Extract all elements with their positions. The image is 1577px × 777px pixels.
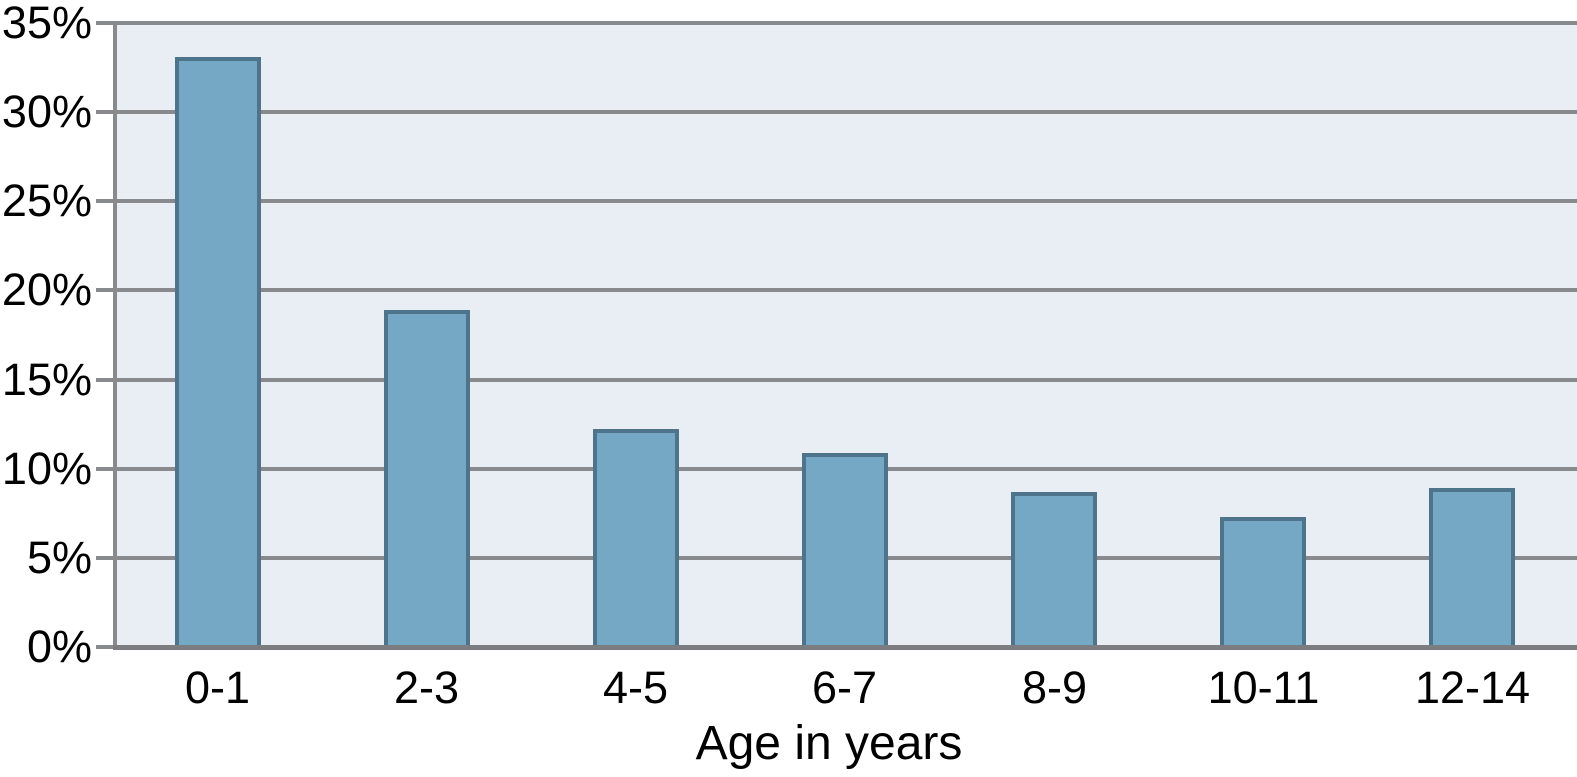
x-axis-label: 2-3 <box>393 662 460 713</box>
y-axis-tick <box>96 466 114 471</box>
gridline-30 <box>113 110 1577 115</box>
x-axis-label: 6-7 <box>811 662 878 713</box>
y-axis-label: 25% <box>1 175 92 227</box>
gridline-20 <box>113 288 1577 293</box>
x-axis-label: 4-5 <box>602 662 669 713</box>
y-axis-tick <box>96 21 114 25</box>
bar-10-11 <box>1220 517 1306 647</box>
y-axis-tick <box>96 555 114 560</box>
y-axis-label: 35% <box>1 0 92 48</box>
gridline-35 <box>113 21 1577 25</box>
bar-8-9 <box>1011 492 1097 647</box>
plot-area <box>113 21 1577 650</box>
y-axis-tick <box>96 199 114 204</box>
y-axis-label: 30% <box>1 86 92 138</box>
y-axis-tick <box>96 110 114 115</box>
y-axis-tick <box>96 645 114 649</box>
bar-12-14 <box>1429 488 1515 647</box>
y-axis-label: 10% <box>1 442 92 494</box>
y-axis-tick <box>96 288 114 293</box>
x-axis-label: 12-14 <box>1414 662 1531 713</box>
x-axis-title: Age in years <box>695 717 963 770</box>
bar-6-7 <box>802 453 888 647</box>
y-axis-label: 15% <box>1 353 92 405</box>
x-axis-label: 10-11 <box>1207 662 1320 713</box>
y-axis-line <box>113 21 117 649</box>
bar-2-3 <box>384 310 470 647</box>
bar-4-5 <box>593 429 679 647</box>
x-axis-line <box>113 645 1577 650</box>
y-axis-label: 0% <box>26 621 92 672</box>
y-axis-label: 5% <box>26 531 92 583</box>
bar-0-1 <box>175 57 261 647</box>
gridline-15 <box>113 377 1577 382</box>
x-axis-label: 0-1 <box>184 662 251 713</box>
y-axis-label: 20% <box>1 264 92 316</box>
y-axis-tick <box>96 377 114 382</box>
gridline-25 <box>113 199 1577 204</box>
x-axis-label: 8-9 <box>1021 662 1088 713</box>
